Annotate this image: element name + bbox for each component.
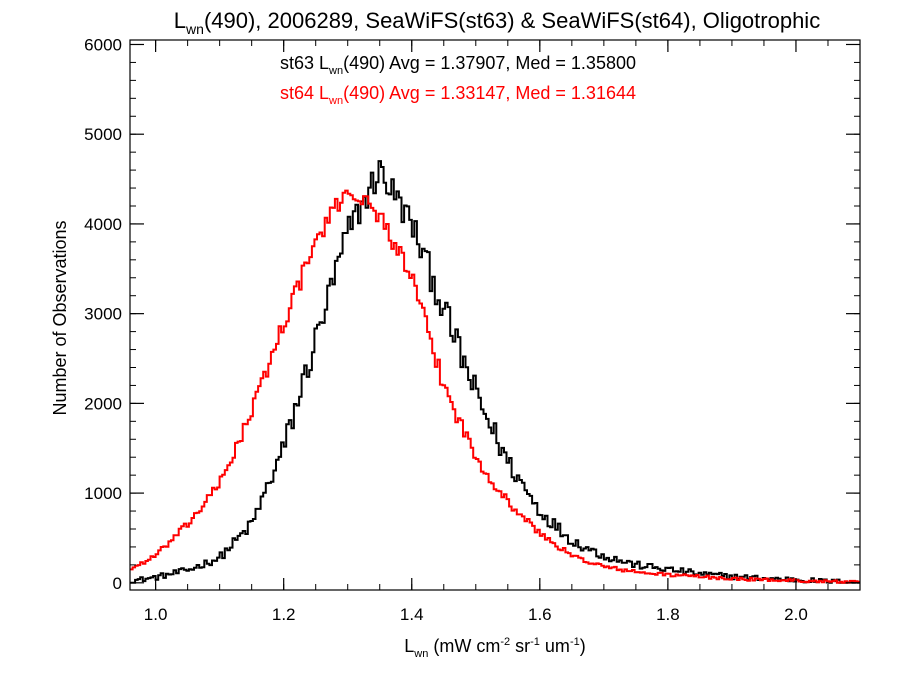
x-tick-label: 2.0 xyxy=(784,605,808,624)
chart-title-main: L xyxy=(174,8,186,33)
x-axis-label-unit-4: um xyxy=(540,636,570,656)
y-tick-label: 2000 xyxy=(84,394,122,413)
series-st63-line xyxy=(130,160,860,584)
x-tick-label: 1.8 xyxy=(656,605,680,624)
series-st64-line xyxy=(130,189,860,584)
y-tick-label: 5000 xyxy=(84,125,122,144)
x-axis-label-unit-6: ) xyxy=(580,636,586,656)
annotation-st63-sub: wn xyxy=(328,65,343,77)
x-axis-label-unit-5: -1 xyxy=(570,636,580,648)
x-axis-label: Lwn (mW cm-2 sr-1 um-1) xyxy=(404,636,585,661)
y-tick-label: 4000 xyxy=(84,215,122,234)
annotation-st63: st63 Lwn(490) Avg = 1.37907, Med = 1.358… xyxy=(280,53,636,77)
annotation-st64-prefix: st64 L xyxy=(280,83,329,103)
x-tick-label: 1.6 xyxy=(528,605,552,624)
axis-layer: 1.0 1.2 1.4 1.6 1.8 2.0 0 1000 2000 3000 4000 5000 6… xyxy=(84,35,861,624)
plot-frame xyxy=(129,39,861,591)
x-axis-label-unit-0: (mW cm xyxy=(433,636,500,656)
x-tick-label: 1.0 xyxy=(144,605,168,624)
y-tick-label: 3000 xyxy=(84,305,122,324)
x-axis-label-unit-1: -2 xyxy=(500,636,510,648)
x-axis-label-unit-2: sr xyxy=(510,636,530,656)
annotation-st63-prefix: st63 L xyxy=(280,53,329,73)
y-axis-label: Number of Observations xyxy=(50,220,70,415)
series-layer xyxy=(130,160,860,584)
x-axis-label-unit-3: -1 xyxy=(530,636,540,648)
x-axis-label-main: L xyxy=(404,636,414,656)
chart-title-rest: (490), 2006289, SeaWiFS(st63) & SeaWiFS(… xyxy=(204,8,820,33)
x-tick-label: 1.2 xyxy=(272,605,296,624)
chart-title: Lwn(490), 2006289, SeaWiFS(st63) & SeaWi… xyxy=(174,8,820,37)
annotation-st63-rest: (490) Avg = 1.37907, Med = 1.35800 xyxy=(343,53,636,73)
y-tick-label: 6000 xyxy=(84,35,122,54)
y-tick-label: 1000 xyxy=(84,484,122,503)
chart-title-sub: wn xyxy=(185,21,204,37)
annotation-st64-sub: wn xyxy=(328,95,343,107)
annotation-st64: st64 Lwn(490) Avg = 1.33147, Med = 1.316… xyxy=(280,83,636,107)
annotation-st64-rest: (490) Avg = 1.33147, Med = 1.31644 xyxy=(343,83,636,103)
x-axis-label-sub: wn xyxy=(413,648,428,660)
y-tick-label: 0 xyxy=(113,574,122,593)
x-tick-label: 1.4 xyxy=(400,605,424,624)
